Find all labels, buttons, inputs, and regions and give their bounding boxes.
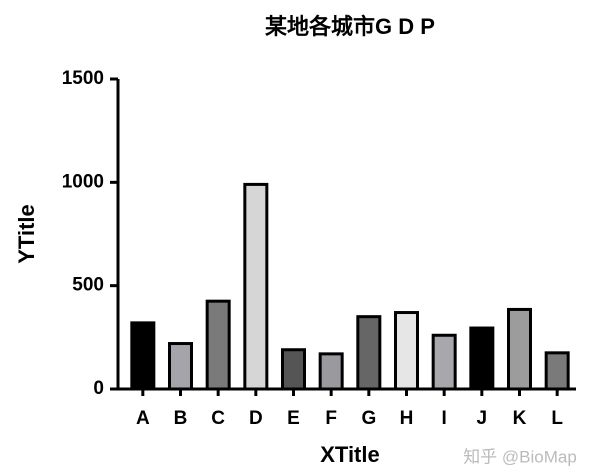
x-tick-label: J — [477, 408, 488, 429]
bar — [243, 182, 269, 391]
x-tick-label: C — [211, 408, 225, 429]
y-tick-label: 0 — [93, 378, 104, 399]
x-tick-label: B — [174, 408, 188, 429]
bar — [507, 307, 532, 391]
x-axis-title: XTitle — [320, 442, 380, 467]
bar — [168, 342, 193, 391]
x-tick-label: D — [249, 408, 263, 429]
bar — [356, 315, 382, 391]
bar — [130, 321, 156, 391]
x-tick-label: K — [513, 408, 527, 429]
bar — [318, 352, 344, 391]
bar — [205, 299, 231, 391]
x-tick-label: G — [361, 408, 376, 429]
y-tick-label: 1500 — [62, 68, 104, 89]
watermark: 知乎 @BioMap — [463, 447, 577, 466]
x-tick-label: A — [136, 408, 150, 429]
bar — [394, 311, 419, 391]
x-tick-label: L — [551, 408, 563, 429]
x-tick-label: I — [442, 408, 447, 429]
chart-title: 某地各城市G D P — [265, 14, 435, 39]
x-tick-label: H — [400, 408, 414, 429]
y-axis-title: YTitle — [14, 204, 39, 264]
bar — [544, 351, 570, 391]
y-tick-label: 500 — [72, 275, 104, 296]
x-tick-label: F — [325, 408, 337, 429]
x-tick-label: E — [287, 408, 300, 429]
bar — [469, 326, 495, 391]
bar — [281, 348, 306, 391]
bar — [431, 333, 457, 391]
y-tick-label: 1000 — [62, 171, 104, 192]
